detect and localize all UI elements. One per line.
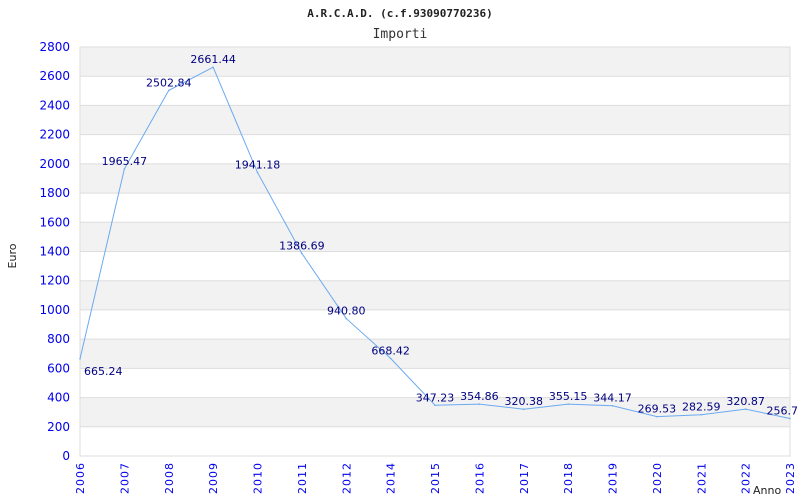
data-point: [212, 66, 214, 69]
grid-band: [80, 222, 790, 252]
x-tick-label: 2018: [562, 462, 575, 494]
data-label: 347.23: [416, 391, 455, 404]
y-tick-label: 2600: [39, 69, 70, 83]
data-label: 344.17: [593, 392, 632, 405]
data-label: 354.86: [460, 390, 499, 403]
y-tick-label: 2400: [39, 98, 70, 112]
x-tick-label: 2022: [740, 462, 753, 494]
x-tick-label: 2008: [163, 462, 176, 494]
data-label: 256.7: [767, 405, 799, 418]
y-tick-label: 600: [47, 361, 70, 375]
x-tick-label: 2015: [429, 462, 442, 494]
x-tick-label: 2016: [473, 462, 486, 494]
data-label: 355.15: [549, 390, 588, 403]
data-label: 320.87: [726, 395, 765, 408]
data-point: [478, 403, 481, 405]
data-point: [567, 403, 569, 405]
grid-band: [80, 105, 790, 135]
chart-subtitle: Importi: [373, 27, 428, 42]
y-axis-label: Euro: [6, 243, 19, 268]
x-tick-label: 2023: [784, 462, 797, 494]
data-point: [123, 168, 126, 170]
x-tick-label: 2006: [74, 462, 87, 494]
grid-band: [80, 397, 790, 427]
x-tick-label: 2007: [118, 462, 131, 494]
y-tick-label: 800: [47, 332, 70, 346]
data-point: [79, 358, 81, 360]
data-label: 1941.18: [235, 158, 281, 171]
y-tick-label: 1400: [39, 245, 70, 259]
y-tick-label: 1600: [39, 215, 70, 229]
data-point: [744, 408, 747, 410]
y-tick-label: 2000: [39, 157, 70, 171]
y-tick-label: 1800: [39, 186, 70, 200]
x-tick-label: 2020: [651, 462, 664, 494]
data-label: 665.24: [84, 365, 123, 378]
data-point: [345, 317, 348, 320]
data-point: [611, 404, 614, 407]
y-tick-label: 200: [47, 420, 70, 434]
data-point: [301, 252, 303, 255]
y-tick-label: 0: [62, 449, 70, 463]
y-tick-label: 400: [47, 391, 70, 405]
x-tick-label: 2021: [695, 462, 708, 494]
x-tick-label: 2017: [518, 462, 531, 494]
data-point: [700, 413, 703, 416]
data-point: [789, 417, 791, 420]
data-label: 282.59: [682, 401, 721, 414]
chart-title: A.R.C.A.D. (c.f.93090770236): [307, 7, 492, 20]
grid-band: [80, 339, 790, 369]
x-tick-label: 2011: [296, 462, 309, 494]
x-tick-label: 2009: [207, 462, 220, 494]
data-label: 269.53: [638, 403, 677, 416]
y-tick-label: 2800: [39, 40, 70, 54]
data-point: [256, 171, 259, 174]
data-label: 2661.44: [190, 53, 236, 66]
data-label: 1965.47: [102, 155, 148, 168]
data-label: 1386.69: [279, 239, 325, 252]
data-point: [656, 415, 658, 418]
data-point: [522, 408, 525, 411]
data-label: 2502.84: [146, 76, 192, 89]
data-point: [167, 89, 170, 92]
data-label: 668.42: [371, 344, 410, 357]
grid-band: [80, 163, 790, 194]
x-axis-label: Anno: [753, 484, 781, 497]
y-tick-label: 1000: [39, 303, 70, 317]
x-tick-label: 2019: [607, 462, 620, 494]
grid-band: [80, 280, 790, 310]
x-tick-label: 2014: [385, 462, 398, 494]
y-tick-label: 2200: [39, 128, 70, 142]
y-tick-label: 1200: [39, 274, 70, 288]
data-label: 940.80: [327, 305, 366, 318]
data-point: [434, 404, 436, 407]
x-tick-label: 2010: [252, 462, 265, 494]
data-point: [389, 357, 392, 360]
data-label: 320.38: [505, 395, 544, 408]
plot-border: [79, 46, 791, 457]
grid-band: [80, 47, 790, 77]
x-tick-label: 2012: [340, 462, 353, 494]
